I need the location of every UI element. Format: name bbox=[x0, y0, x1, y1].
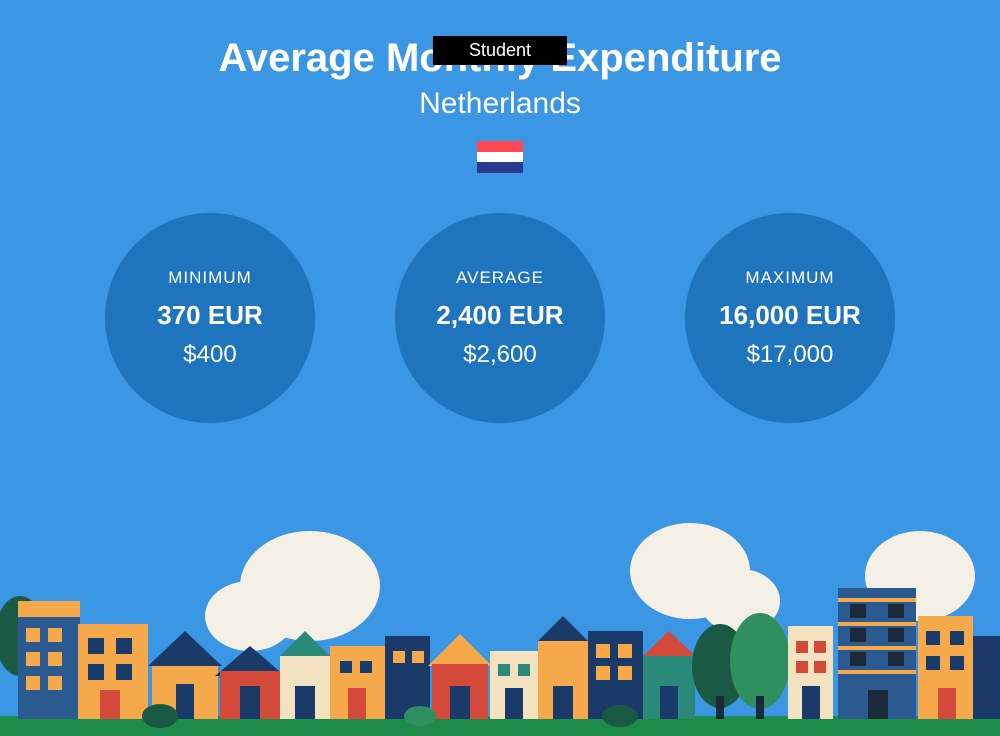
stat-label: AVERAGE bbox=[456, 268, 544, 288]
page-subtitle: Netherlands bbox=[0, 87, 1000, 121]
flag-stripe-top bbox=[477, 141, 523, 152]
stat-secondary-value: $17,000 bbox=[747, 341, 834, 369]
cityscape-illustration bbox=[0, 516, 1000, 736]
flag-stripe-middle bbox=[477, 152, 523, 163]
stat-label: MAXIMUM bbox=[745, 268, 834, 288]
stat-primary-value: 16,000 EUR bbox=[719, 300, 861, 331]
stat-secondary-value: $2,600 bbox=[463, 341, 536, 369]
badge-text: Student bbox=[469, 40, 531, 60]
stat-circle-minimum: MINIMUM 370 EUR $400 bbox=[105, 213, 315, 423]
category-badge: Student bbox=[433, 36, 567, 65]
stat-primary-value: 370 EUR bbox=[157, 300, 263, 331]
stat-primary-value: 2,400 EUR bbox=[436, 300, 563, 331]
flag-stripe-bottom bbox=[477, 162, 523, 173]
netherlands-flag-icon bbox=[477, 141, 523, 173]
stat-label: MINIMUM bbox=[168, 268, 251, 288]
stat-secondary-value: $400 bbox=[183, 341, 236, 369]
stat-circles-row: MINIMUM 370 EUR $400 AVERAGE 2,400 EUR $… bbox=[0, 213, 1000, 423]
stat-circle-maximum: MAXIMUM 16,000 EUR $17,000 bbox=[685, 213, 895, 423]
stat-circle-average: AVERAGE 2,400 EUR $2,600 bbox=[395, 213, 605, 423]
